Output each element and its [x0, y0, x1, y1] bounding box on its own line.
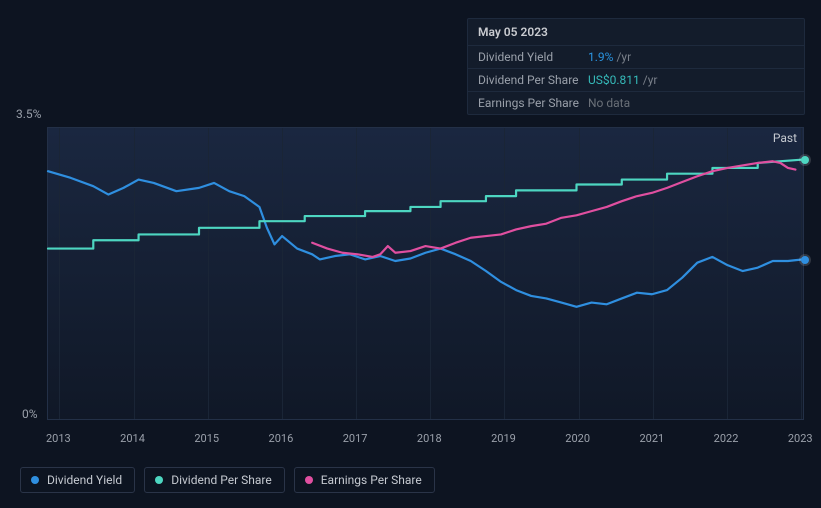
legend-item[interactable]: Dividend Yield: [20, 467, 135, 493]
tooltip-row-value: US$0.811: [588, 73, 640, 87]
x-tick-label: 2014: [120, 432, 145, 445]
tooltip-row-label: Dividend Per Share: [478, 73, 588, 87]
legend-dot-icon: [305, 476, 313, 484]
tooltip-row-label: Earnings Per Share: [478, 96, 588, 110]
x-tick-label: 2022: [714, 432, 739, 445]
tooltip-row: Dividend Yield1.9%/yr: [468, 46, 804, 69]
tooltip-row-unit: /yr: [616, 50, 631, 64]
y-axis-min-label: 0%: [22, 407, 38, 421]
legend-item[interactable]: Earnings Per Share: [294, 467, 435, 493]
x-tick-label: 2016: [269, 432, 294, 445]
x-tick-label: 2019: [491, 432, 516, 445]
series-end-dot: [801, 156, 809, 164]
x-axis: 2013 2014 2015 2016 2017 2018 2019 2020 2021 2022…: [47, 432, 804, 448]
tooltip-row: Dividend Per ShareUS$0.811/yr: [468, 69, 804, 92]
x-tick-label: 2021: [639, 432, 664, 445]
chart-container: May 05 2023 Dividend Yield1.9%/yrDividen…: [0, 0, 821, 508]
legend-label: Earnings Per Share: [321, 473, 422, 487]
x-tick-label: 2023: [788, 432, 813, 445]
x-tick-label: 2013: [46, 432, 71, 445]
line-plot-svg: [48, 128, 803, 419]
past-label: Past: [773, 131, 797, 145]
x-tick-label: 2018: [417, 432, 442, 445]
y-axis-max-label: 3.5%: [16, 107, 41, 121]
legend-label: Dividend Per Share: [171, 473, 272, 487]
legend-dot-icon: [31, 476, 39, 484]
legend-label: Dividend Yield: [47, 473, 122, 487]
legend-item[interactable]: Dividend Per Share: [144, 467, 285, 493]
hover-tooltip: May 05 2023 Dividend Yield1.9%/yrDividen…: [467, 18, 805, 115]
tooltip-row-value: No data: [588, 96, 630, 110]
x-tick-label: 2015: [194, 432, 219, 445]
series-line: [312, 161, 795, 257]
x-tick-label: 2017: [343, 432, 368, 445]
tooltip-row-unit: /yr: [643, 73, 658, 87]
series-line: [48, 160, 803, 249]
plot-area[interactable]: [47, 127, 804, 420]
legend-dot-icon: [155, 476, 163, 484]
tooltip-row-label: Dividend Yield: [478, 50, 588, 64]
series-line: [48, 171, 803, 307]
tooltip-date: May 05 2023: [468, 19, 804, 46]
x-tick-label: 2020: [565, 432, 590, 445]
tooltip-row-value: 1.9%: [588, 50, 613, 64]
tooltip-row: Earnings Per ShareNo data: [468, 92, 804, 114]
series-end-dot: [801, 256, 809, 264]
legend: Dividend Yield Dividend Per Share Earnings…: [20, 467, 435, 493]
